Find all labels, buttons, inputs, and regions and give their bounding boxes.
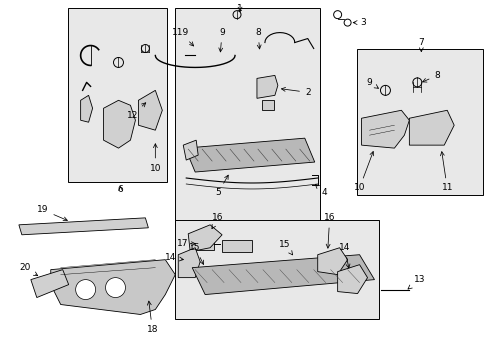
Polygon shape (337, 265, 367, 293)
Text: 20: 20 (19, 263, 38, 276)
Polygon shape (256, 75, 277, 98)
Polygon shape (51, 260, 175, 315)
Text: 14: 14 (338, 243, 349, 268)
Text: 7: 7 (418, 38, 423, 51)
Text: 17: 17 (176, 239, 195, 248)
Text: 16: 16 (323, 213, 335, 248)
Text: 119: 119 (171, 28, 193, 46)
Text: 9: 9 (218, 28, 224, 52)
Polygon shape (192, 255, 374, 294)
Text: 9: 9 (366, 78, 378, 88)
Text: 13: 13 (407, 275, 424, 289)
Circle shape (76, 280, 95, 300)
Polygon shape (183, 140, 198, 160)
Polygon shape (361, 110, 408, 148)
Bar (356, 49, 482, 195)
Bar (175, 220, 379, 319)
Text: 10: 10 (353, 152, 373, 193)
Bar (67, 8, 167, 182)
Text: 8: 8 (422, 71, 439, 82)
Circle shape (105, 278, 125, 298)
Text: 2: 2 (281, 87, 310, 97)
Text: 18: 18 (146, 301, 158, 334)
Text: 11: 11 (440, 152, 452, 193)
Polygon shape (194, 238, 214, 250)
Polygon shape (81, 95, 92, 122)
Text: 19: 19 (37, 206, 67, 221)
Polygon shape (317, 248, 347, 275)
Bar (175, 8, 319, 226)
Polygon shape (138, 90, 162, 130)
Polygon shape (31, 270, 68, 298)
Polygon shape (262, 100, 273, 110)
Text: 3: 3 (352, 18, 366, 27)
Text: 10: 10 (149, 144, 161, 172)
Text: 8: 8 (255, 28, 261, 49)
Polygon shape (188, 225, 222, 252)
Polygon shape (185, 138, 314, 172)
Polygon shape (222, 240, 251, 252)
Text: 12: 12 (126, 103, 145, 120)
Text: 1: 1 (237, 4, 243, 13)
Polygon shape (408, 110, 453, 145)
Polygon shape (19, 218, 148, 235)
Text: 15: 15 (189, 243, 203, 264)
Text: 14: 14 (164, 253, 183, 262)
Polygon shape (178, 248, 200, 278)
Text: 4: 4 (315, 184, 327, 197)
Text: 16: 16 (211, 213, 224, 229)
Text: 15: 15 (279, 240, 292, 255)
Text: 6: 6 (118, 185, 123, 194)
Polygon shape (103, 100, 135, 148)
Text: 5: 5 (215, 175, 228, 197)
